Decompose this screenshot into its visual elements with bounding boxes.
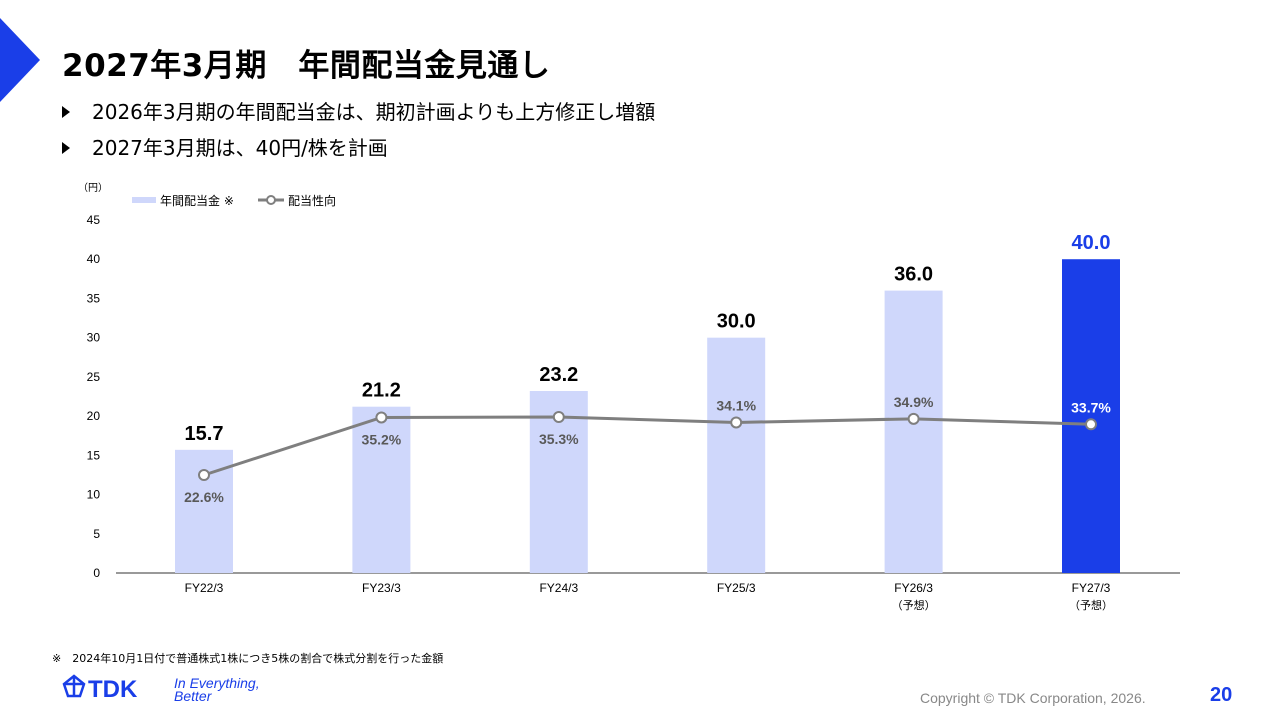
x-tick-sublabel: （予想）	[892, 598, 936, 612]
y-tick-label: 10	[87, 488, 101, 502]
legend-line-label: 配当性向	[288, 193, 336, 208]
payout-ratio-markers	[198, 411, 1097, 481]
tdk-logo: TDK In Everything, Better	[62, 674, 260, 704]
chart-legend: 年間配当金 ※ 配当性向	[132, 193, 336, 208]
bar-series	[175, 259, 1120, 573]
x-tick-label: FY24/3	[539, 581, 578, 595]
page-number: 20	[1210, 684, 1233, 706]
y-tick-label: 20	[87, 409, 101, 423]
ratio-marker	[907, 412, 920, 425]
ratio-value-label: 35.2%	[362, 431, 402, 447]
ratio-marker	[730, 416, 743, 429]
logo-brand: TDK	[88, 676, 138, 703]
x-tick-label: FY23/3	[362, 581, 401, 595]
bar-value-labels: 15.7 21.2 23.2 30.0 36.0 40.0	[185, 232, 1111, 445]
y-axis-ticks: 0 5 10 15 20 25 30 35 40 45	[87, 213, 101, 580]
y-tick-label: 0	[93, 566, 100, 580]
legend-bar-swatch	[132, 197, 156, 203]
legend-line-marker	[266, 195, 276, 205]
bullet-item: 2027年3月期は、40円/株を計画	[62, 130, 655, 166]
bar-value-label: 23.2	[539, 364, 578, 386]
ratio-value-label: 34.1%	[716, 397, 756, 413]
bullet-list: 2026年3月期の年間配当金は、期初計画よりも上方修正し増額 2027年3月期は…	[62, 94, 655, 166]
bullet-triangle-icon	[62, 141, 70, 154]
dividend-bar	[884, 290, 943, 573]
bullet-text: 2026年3月期の年間配当金は、期初計画よりも上方修正し増額	[92, 100, 656, 124]
payout-ratio-labels: 22.6% 35.2% 35.3% 34.1% 34.9% 33.7%	[184, 394, 1111, 505]
y-tick-label: 35	[87, 291, 101, 305]
ratio-marker	[552, 411, 565, 423]
y-axis-unit-label: （円）	[78, 182, 108, 194]
dividend-bar	[352, 406, 411, 573]
x-tick-label: FY27/3	[1072, 581, 1111, 595]
dividend-bar	[1062, 259, 1120, 573]
y-tick-label: 40	[87, 252, 101, 266]
slide-title: 2027年3月期 年間配当金見通し	[62, 48, 551, 84]
y-tick-label: 5	[93, 527, 100, 541]
footnote: ※ 2024年10月1日付で普通株式1株につき5株の割合で株式分割を行った金額	[52, 652, 444, 665]
x-tick-label: FY26/3	[894, 581, 933, 595]
ratio-value-label: 34.9%	[894, 394, 934, 410]
x-tick-label: FY25/3	[717, 581, 756, 595]
ratio-marker	[198, 469, 210, 481]
bar-value-label: 30.0	[717, 311, 756, 333]
x-tick-label: FY22/3	[185, 581, 224, 595]
ratio-marker	[1085, 418, 1097, 431]
x-tick-sublabel: （予想）	[1069, 598, 1113, 612]
dividend-chart: （円） 年間配当金 ※ 配当性向 0 5 10 15 20 25 30 35 40 45 15.7…	[78, 182, 1180, 612]
logo-tagline-line2: Better	[174, 688, 213, 704]
bullet-triangle-icon	[62, 105, 70, 118]
y-tick-label: 15	[87, 448, 101, 462]
bar-value-label: 40.0	[1072, 232, 1111, 254]
title-accent-arrow	[0, 18, 40, 102]
bullet-text: 2027年3月期は、40円/株を計画	[92, 136, 388, 160]
ratio-value-label: 33.7%	[1071, 399, 1111, 415]
ratio-value-label: 22.6%	[184, 489, 224, 505]
ratio-value-label: 35.3%	[539, 431, 579, 447]
y-tick-label: 25	[87, 370, 101, 384]
logo-tagline-line1: In Everything,	[174, 675, 260, 691]
y-tick-label: 45	[87, 213, 101, 227]
dividend-bar	[707, 337, 766, 573]
legend-bar-label: 年間配当金 ※	[160, 193, 234, 208]
ratio-marker	[375, 411, 388, 424]
copyright-text: Copyright © TDK Corporation, 2026.	[920, 690, 1146, 706]
payout-ratio-line	[203, 415, 1092, 477]
tdk-emblem-icon	[62, 674, 86, 698]
x-axis-ticks: FY22/3 FY23/3 FY24/3 FY25/3 FY26/3 （予想） FY27/3…	[185, 581, 1113, 612]
y-tick-label: 30	[87, 331, 101, 345]
bullet-item: 2026年3月期の年間配当金は、期初計画よりも上方修正し増額	[62, 94, 655, 130]
bar-value-label: 36.0	[894, 264, 933, 286]
bar-value-label: 21.2	[362, 380, 401, 402]
bar-value-label: 15.7	[185, 423, 224, 445]
